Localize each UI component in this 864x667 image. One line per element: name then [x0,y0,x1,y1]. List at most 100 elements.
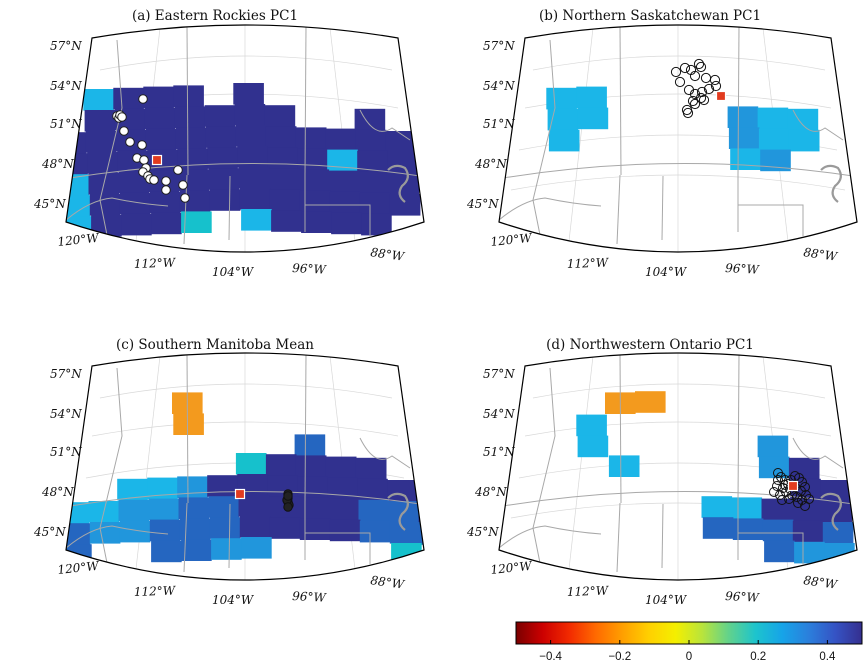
site-marker [683,84,695,96]
longitude-label: 120°W [57,231,101,249]
boundary-line [66,197,169,221]
latitude-label: 48°N [41,485,74,499]
correlation-cell [327,477,358,500]
colorbar-tick-label: 0 [686,651,692,663]
longitude-label: 96°W [292,261,328,277]
panel-title: (d) Northwestern Ontario PC1 [546,337,754,353]
site-marker [283,491,293,501]
reference-site-marker [151,154,163,166]
correlation-cell [237,146,268,168]
correlation-cell [792,520,824,543]
correlation-cell [118,499,150,522]
longitude-label: 112°W [134,256,177,271]
longitude-label: 88°W [370,573,407,592]
site-marker [687,95,699,107]
site-marker [784,494,794,504]
correlation-cell [267,147,298,169]
longitude-label: 120°W [490,231,534,249]
correlation-cell [271,210,302,232]
latitude-label: 57°N [50,367,82,381]
correlation-cell [577,107,609,130]
correlation-cell [297,476,328,498]
site-marker [682,107,694,119]
boundary-line [532,39,556,241]
correlation-cell [234,104,266,126]
correlation-cell [181,539,212,561]
correlation-cell [731,497,763,519]
site-marker [777,495,787,505]
longitude-label: 112°W [567,256,610,271]
boundary-line [502,162,854,179]
correlation-cell [269,517,301,539]
graticule-line [532,55,826,71]
longitude-label: 88°W [803,573,840,592]
correlation-cell [387,480,418,502]
boundary-line [186,353,189,504]
correlation-cell [173,413,204,435]
site-marker [674,76,686,88]
colorbar-tick-label: −0.2 [608,651,631,663]
boundary-line [737,353,740,504]
correlation-cell [178,497,210,519]
latitude-label: 51°N [50,445,82,459]
correlation-cell [84,110,116,132]
boundary-line [616,174,621,245]
latitude-label: 57°N [483,39,515,53]
panel-title: (a) Eastern Rockies PC1 [132,8,298,24]
map-content [66,353,424,580]
longitude-label: 112°W [567,584,610,599]
map-content [66,25,421,252]
site-marker [773,475,783,485]
correlation-cell [119,520,151,543]
site-marker [161,185,171,195]
correlation-cell [389,194,421,216]
correlation-cell [328,170,360,193]
correlation-cell [265,126,297,148]
correlation-cell [265,454,297,476]
longitude-label: 88°W [370,245,407,264]
correlation-cell [118,171,150,194]
correlation-cell [295,455,327,477]
map-content [499,25,854,252]
boundary-line [359,437,411,469]
correlation-cell [757,107,789,130]
correlation-cell [702,517,734,539]
correlation-cell [179,518,211,540]
longitude-label: 120°W [57,559,101,577]
correlation-cell [389,522,421,544]
correlation-cell [301,211,332,233]
correlation-cell [757,435,789,458]
correlation-cell [820,480,851,502]
longitude-label: 96°W [292,589,328,605]
correlation-cell [209,189,241,211]
map-panels: (a) Eastern Rockies PC1 57°N 54°N 51°N 48°N 4… [33,8,858,607]
boundary-line [69,162,421,179]
correlation-cell [205,126,237,148]
correlation-cell [144,107,176,130]
map-panel-1: (a) Eastern Rockies PC1 57°N 54°N 51°N 48°N 4… [33,8,425,279]
correlation-cell [208,496,240,518]
correlation-cell [294,434,326,456]
boundary-line [792,437,844,469]
boundary-line [502,490,854,507]
latitude-label: 51°N [483,445,515,459]
site-marker [180,193,190,203]
longitude-label: 112°W [134,584,177,599]
correlation-cell [209,517,241,539]
site-marker [125,137,135,147]
latitude-label: 48°N [474,485,507,499]
colorbar-tick-label: 0.4 [819,651,836,663]
correlation-cell [329,191,361,214]
boundary-line [359,109,411,141]
site-marker [178,180,188,190]
site-marker [709,74,721,86]
correlation-cell [701,496,733,518]
correlation-cell [89,194,121,216]
graticule-line [99,55,393,71]
correlation-cell [331,212,362,235]
correlation-cell [354,108,386,131]
boundary-line [738,532,804,564]
correlation-cell [83,89,114,111]
correlation-cell [359,192,391,215]
coastline [820,164,842,203]
